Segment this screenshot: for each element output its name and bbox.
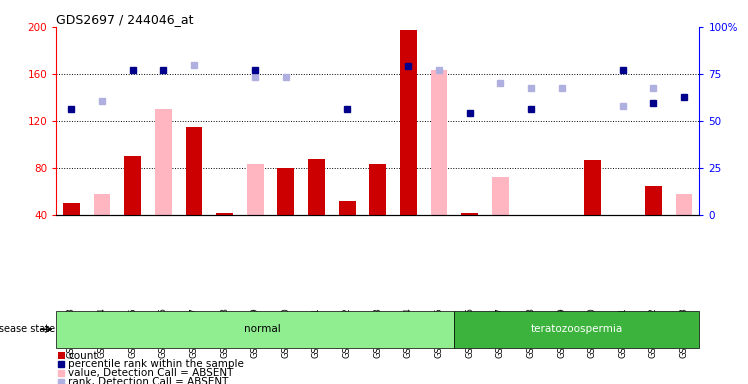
Bar — [675, 194, 693, 215]
Bar — [583, 160, 601, 215]
Bar — [462, 213, 478, 215]
Text: value, Detection Call = ABSENT: value, Detection Call = ABSENT — [68, 368, 233, 378]
Bar — [124, 156, 141, 215]
Bar — [247, 164, 263, 215]
Bar — [400, 30, 417, 215]
Text: GSM158474: GSM158474 — [404, 307, 413, 358]
Bar — [58, 351, 65, 359]
Text: GSM158482: GSM158482 — [649, 307, 658, 358]
Text: teratozoospermia: teratozoospermia — [531, 324, 623, 334]
Bar — [278, 168, 294, 215]
Text: count: count — [68, 351, 98, 361]
Text: GSM158464: GSM158464 — [97, 307, 106, 358]
Text: GDS2697 / 244046_at: GDS2697 / 244046_at — [56, 13, 194, 26]
Text: GSM158467: GSM158467 — [189, 307, 198, 358]
Bar — [63, 203, 80, 215]
Text: GSM158465: GSM158465 — [128, 307, 137, 358]
Bar — [454, 311, 699, 348]
Bar — [94, 194, 111, 215]
Text: GSM158470: GSM158470 — [281, 307, 290, 358]
Bar — [308, 159, 325, 215]
Text: GSM158480: GSM158480 — [588, 307, 597, 358]
Bar — [56, 311, 454, 348]
Bar — [370, 164, 386, 215]
Bar — [645, 185, 662, 215]
Text: GSM158463: GSM158463 — [67, 307, 76, 358]
Text: GSM158479: GSM158479 — [557, 307, 566, 358]
Text: GSM158469: GSM158469 — [251, 307, 260, 358]
Text: disease state: disease state — [0, 324, 55, 334]
Text: GSM158483: GSM158483 — [680, 307, 689, 358]
Text: normal: normal — [245, 324, 281, 334]
Text: GSM158472: GSM158472 — [343, 307, 352, 358]
Text: GSM158481: GSM158481 — [619, 307, 628, 358]
Text: GSM158468: GSM158468 — [220, 307, 229, 358]
Bar — [431, 70, 447, 215]
Bar — [492, 177, 509, 215]
Text: rank, Detection Call = ABSENT: rank, Detection Call = ABSENT — [68, 377, 229, 384]
Text: GSM158478: GSM158478 — [527, 307, 536, 358]
Text: GSM158473: GSM158473 — [373, 307, 382, 358]
Text: GSM158477: GSM158477 — [496, 307, 505, 358]
Bar — [216, 213, 233, 215]
Bar — [186, 127, 203, 215]
Text: GSM158476: GSM158476 — [465, 307, 474, 358]
Text: GSM158471: GSM158471 — [312, 307, 321, 358]
Text: GSM158475: GSM158475 — [435, 307, 444, 358]
Bar — [339, 201, 355, 215]
Bar — [155, 109, 172, 215]
Text: percentile rank within the sample: percentile rank within the sample — [68, 359, 244, 369]
Text: GSM158466: GSM158466 — [159, 307, 168, 358]
